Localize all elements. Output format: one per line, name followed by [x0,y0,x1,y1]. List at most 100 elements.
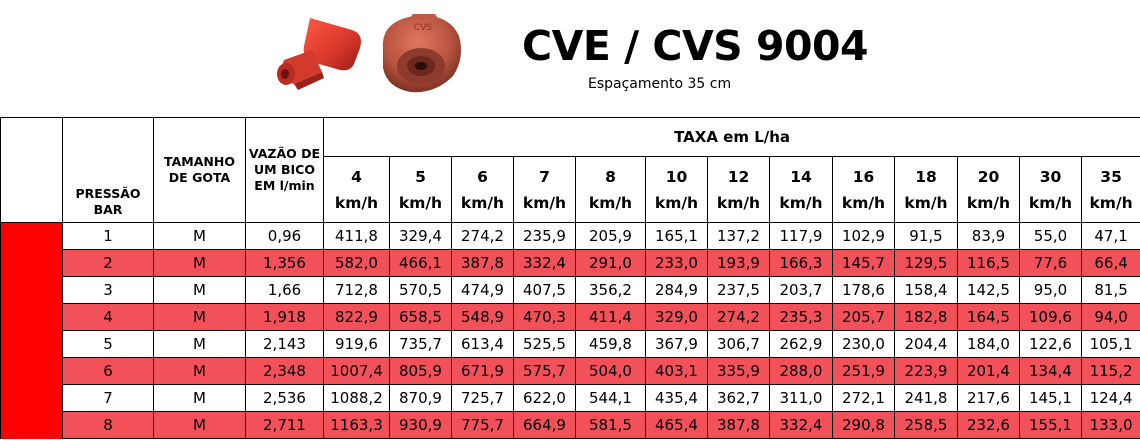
taxa-cell: 671,9 [451,357,514,385]
tamanho-gota-header: TAMANHO DE GOTA [153,117,246,223]
taxa-cell: 142,5 [957,276,1020,304]
taxa-cell: 356,2 [575,276,646,304]
taxa-cell: 184,0 [957,330,1020,358]
speed-header-10: 10 km/h [645,156,708,223]
side-blank-header [0,117,63,223]
taxa-cell: 137,2 [707,222,770,250]
pressao-cell: 4 [62,303,154,331]
taxa-cell: 81,5 [1080,276,1140,304]
taxa-cell: 1088,2 [323,384,390,412]
taxa-cell: 284,9 [645,276,708,304]
taxa-cell: 435,4 [645,384,708,412]
red-nozzle-front-image: CVS [382,14,461,93]
speed-unit: km/h [522,193,567,212]
vazao-cell: 1,66 [245,276,324,304]
taxa-cell: 262,9 [769,330,833,358]
taxa-cell: 233,0 [645,249,708,277]
gota-cell: M [153,357,246,385]
table-row: 5 M 2,143 919,6 735,7 613,4 525,5 459,8 367,9 306… [0,330,1140,358]
side-color-cell [0,249,63,277]
taxa-cell: 1163,3 [323,411,390,439]
taxa-cell: 465,4 [645,411,708,439]
taxa-cell: 805,9 [389,357,452,385]
taxa-cell: 582,0 [323,249,390,277]
gota-cell: M [153,303,246,331]
page-title: CVE / CVS 9004 [522,22,869,70]
speed-unit: km/h [1028,193,1073,212]
taxa-cell: 230,0 [832,330,895,358]
speed-value: 16 [852,167,875,186]
pressao-cell: 6 [62,357,154,385]
speed-value: 20 [977,167,1000,186]
taxa-cell: 129,5 [894,249,958,277]
gota-cell: M [153,330,246,358]
side-color-cell [0,384,63,412]
taxa-cell: 274,2 [451,222,514,250]
taxa-cell: 102,9 [832,222,895,250]
speed-unit: km/h [779,193,823,212]
speed-header-35: 35 km/h [1080,156,1140,223]
taxa-cell: 115,2 [1080,357,1140,385]
taxa-cell: 145,1 [1019,384,1082,412]
taxa-cell: 158,4 [894,276,958,304]
taxa-cell: 466,1 [389,249,452,277]
table-row: 7 M 2,536 1088,2 870,9 725,7 622,0 544,1 435,4 36… [0,384,1140,412]
taxa-cell: 95,0 [1019,276,1082,304]
speed-value: 18 [915,167,937,186]
pressao-cell: 8 [62,411,154,439]
taxa-cell: 504,0 [575,357,646,385]
speed-header-18: 18 km/h [894,156,958,223]
speed-header-4: 4 km/h [323,156,390,223]
speed-unit: km/h [841,193,886,212]
taxa-cell: 362,7 [707,384,770,412]
side-color-cell [0,330,63,358]
side-color-cell [0,276,63,304]
taxa-cell: 205,9 [575,222,646,250]
vazao-cell: 0,96 [245,222,324,250]
pressao-header: PRESSÃO BAR [62,117,154,223]
taxa-cell: 91,5 [894,222,958,250]
taxa-cell: 735,7 [389,330,452,358]
speed-value: 5 [415,167,426,186]
taxa-cell: 335,9 [707,357,770,385]
gota-cell: M [153,249,246,277]
taxa-cell: 411,4 [575,303,646,331]
taxa-cell: 474,9 [451,276,514,304]
flow-rate-table: PRESSÃO BAR TAMANHO DE GOTA VAZÃO DE UM … [0,117,1140,439]
speed-unit: km/h [588,193,633,212]
table-row: 3 M 1,66 712,8 570,5 474,9 407,5 356,2 284,9 237,… [0,276,1140,304]
pressao-cell: 1 [62,222,154,250]
taxa-cell: 193,9 [707,249,770,277]
taxa-cell: 203,7 [769,276,833,304]
vazao-header: VAZÃO DE UM BICO EM l/min [245,117,324,223]
speed-value: 35 [1100,167,1122,186]
taxa-cell: 411,8 [323,222,390,250]
speed-value: 6 [477,167,488,186]
taxa-cell: 94,0 [1080,303,1140,331]
taxa-cell: 311,0 [769,384,833,412]
taxa-cell: 725,7 [451,384,514,412]
taxa-cell: 570,5 [389,276,452,304]
taxa-cell: 235,3 [769,303,833,331]
speed-value: 30 [1039,167,1062,186]
taxa-cell: 306,7 [707,330,770,358]
taxa-cell: 155,1 [1019,411,1082,439]
taxa-cell: 613,4 [451,330,514,358]
taxa-cell: 1007,4 [323,357,390,385]
speed-unit: km/h [334,193,379,212]
taxa-cell: 251,9 [832,357,895,385]
taxa-cell: 66,4 [1080,249,1140,277]
speed-header-16: 16 km/h [832,156,895,223]
taxa-cell: 403,1 [645,357,708,385]
taxa-cell: 182,8 [894,303,958,331]
taxa-cell: 581,5 [575,411,646,439]
taxa-cell: 822,9 [323,303,390,331]
taxa-cell: 525,5 [513,330,576,358]
taxa-cell: 133,0 [1080,411,1140,439]
taxa-header: TAXA em L/ha [322,117,1140,157]
speed-header-7: 7 km/h [513,156,576,223]
speed-unit: km/h [460,193,505,212]
taxa-cell: 178,6 [832,276,895,304]
taxa-cell: 544,1 [575,384,646,412]
taxa-cell: 217,6 [957,384,1020,412]
